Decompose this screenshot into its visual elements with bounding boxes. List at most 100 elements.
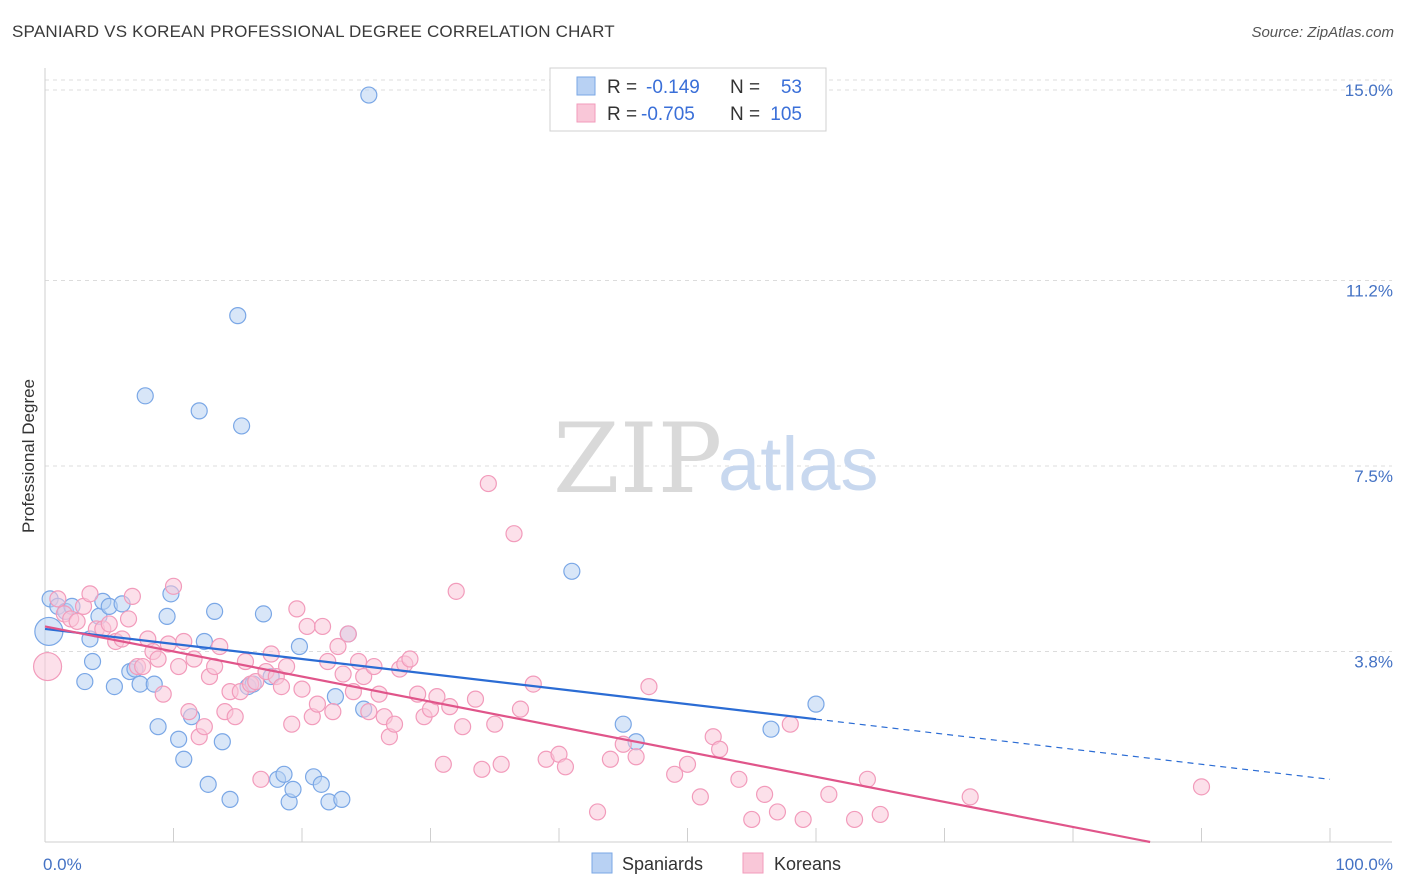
- korean-point: [640, 677, 658, 696]
- y-axis-label: Professional Degree: [19, 379, 38, 533]
- korean-point: [288, 600, 306, 618]
- korean-point: [845, 810, 864, 829]
- spaniard-point: [233, 417, 251, 435]
- y-tick-label-2: 11.2%: [1346, 282, 1393, 301]
- legend-r-label-koreans: R =: [607, 104, 637, 125]
- korean-point: [247, 672, 265, 691]
- korean-point: [1192, 778, 1211, 796]
- korean-point: [211, 637, 229, 656]
- korean-point: [49, 590, 67, 608]
- series-koreans-points: [32, 474, 1211, 829]
- korean-point: [486, 715, 504, 733]
- spaniard-point: [807, 695, 825, 713]
- spaniard-point: [614, 715, 632, 733]
- spaniard-point: [213, 733, 231, 751]
- korean-point: [871, 805, 889, 824]
- bottom-legend-label-spaniards: Spaniards: [622, 854, 703, 874]
- spaniard-point: [290, 637, 309, 656]
- korean-point: [678, 755, 697, 773]
- korean-point: [781, 715, 799, 733]
- y-tick-label-3: 15.0%: [1345, 81, 1393, 100]
- korean-point: [691, 788, 709, 806]
- korean-point: [370, 685, 388, 703]
- spaniard-point: [360, 86, 378, 104]
- bottom-legend-swatch-spaniards: [591, 852, 613, 874]
- spaniard-point: [275, 765, 293, 783]
- korean-point: [119, 610, 138, 628]
- spaniards-trend-extension: [815, 718, 1331, 780]
- korean-point: [272, 677, 291, 696]
- korean-point: [175, 632, 193, 651]
- spaniard-point: [229, 307, 247, 325]
- korean-point: [180, 703, 198, 721]
- spaniard-point: [199, 775, 217, 793]
- spaniards-trend-line: [44, 627, 817, 721]
- spaniard-point: [326, 688, 345, 706]
- legend-swatch-spaniards: [576, 76, 596, 96]
- spaniard-point: [333, 790, 351, 808]
- source-credit: Source: ZipAtlas.com: [1251, 24, 1394, 41]
- korean-point: [339, 625, 357, 643]
- korean-point: [385, 715, 404, 733]
- korean-point: [466, 690, 485, 708]
- bottom-legend-swatch-koreans: [742, 852, 764, 874]
- korean-point: [401, 650, 419, 668]
- spaniard-point: [762, 720, 780, 738]
- korean-point: [360, 703, 378, 721]
- korean-point: [81, 585, 99, 603]
- korean-point: [492, 755, 510, 773]
- spaniard-point: [190, 402, 208, 420]
- chart-title: SPANIARD VS KOREAN PROFESSIONAL DEGREE C…: [12, 22, 615, 41]
- korean-point: [666, 765, 684, 783]
- korean-point: [149, 650, 167, 668]
- legend-r-value-spaniards: -0.149: [646, 77, 700, 98]
- korean-point: [627, 748, 645, 766]
- korean-point: [743, 810, 761, 829]
- korean-point: [794, 810, 812, 829]
- korean-point: [556, 758, 575, 776]
- korean-point: [134, 657, 152, 676]
- korean-point: [434, 755, 452, 773]
- korean-point: [226, 708, 244, 726]
- spaniard-point: [83, 652, 102, 671]
- spaniard-point: [195, 632, 213, 651]
- legend-r-value-koreans: -0.705: [641, 104, 695, 125]
- korean-point: [447, 582, 465, 600]
- korean-point: [730, 770, 748, 788]
- korean-point: [588, 803, 607, 821]
- korean-point: [68, 612, 86, 631]
- spaniard-point: [158, 607, 176, 626]
- korean-point: [511, 700, 530, 718]
- bottom-legend-label-koreans: Koreans: [774, 854, 841, 874]
- spaniard-point: [312, 775, 330, 793]
- korean-point: [195, 718, 213, 736]
- korean-point: [170, 657, 188, 676]
- grid-lines: [45, 79, 1392, 653]
- korean-point: [32, 651, 63, 682]
- legend-n-label-spaniards: N =: [730, 77, 760, 98]
- spaniard-point: [175, 750, 193, 768]
- korean-point: [428, 688, 446, 706]
- korean-point: [283, 715, 301, 733]
- korean-point: [355, 667, 373, 686]
- legend-n-value-spaniards: 53: [781, 77, 802, 98]
- legend: R = -0.149 N = 53 R = -0.705 N = 105: [549, 67, 827, 132]
- koreans-trend-line: [44, 625, 1151, 844]
- legend-n-value-koreans: 105: [770, 104, 802, 125]
- korean-point: [334, 665, 352, 683]
- legend-box: [549, 67, 827, 132]
- korean-point: [308, 695, 327, 713]
- korean-point: [961, 788, 979, 806]
- spaniard-point: [76, 672, 94, 691]
- korean-point: [601, 750, 620, 768]
- korean-point: [154, 685, 172, 703]
- x-tick-label-1: 100.0%: [1335, 855, 1393, 874]
- korean-point: [293, 680, 311, 698]
- legend-r-label-spaniards: R =: [607, 77, 637, 98]
- y-tick-label-0: 3.8%: [1354, 653, 1393, 672]
- watermark-zip: ZIP: [553, 403, 722, 515]
- korean-point: [164, 577, 183, 595]
- korean-point: [329, 637, 347, 656]
- korean-point: [524, 675, 542, 693]
